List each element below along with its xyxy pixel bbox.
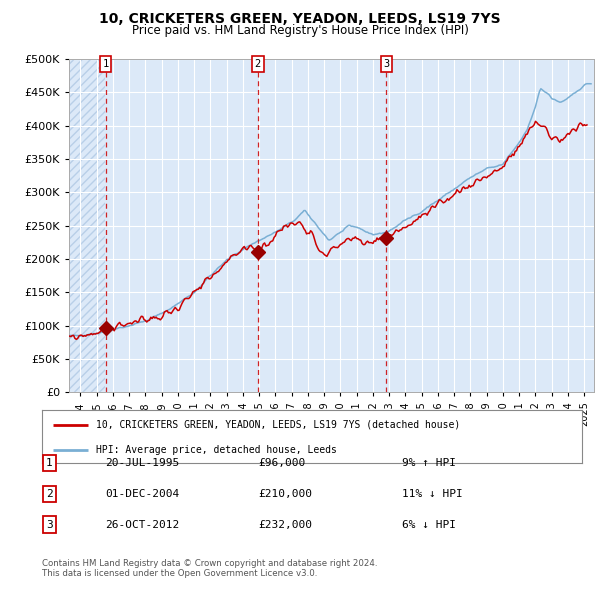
Text: 2: 2 xyxy=(46,489,53,499)
Text: 1: 1 xyxy=(46,458,53,468)
Text: Contains HM Land Registry data © Crown copyright and database right 2024.
This d: Contains HM Land Registry data © Crown c… xyxy=(42,559,377,578)
Text: 11% ↓ HPI: 11% ↓ HPI xyxy=(402,489,463,499)
Text: 20-JUL-1995: 20-JUL-1995 xyxy=(105,458,179,468)
Bar xyxy=(69,59,105,392)
Text: 01-DEC-2004: 01-DEC-2004 xyxy=(105,489,179,499)
Text: 2: 2 xyxy=(255,59,261,69)
Text: 3: 3 xyxy=(46,520,53,529)
Text: £210,000: £210,000 xyxy=(258,489,312,499)
Text: 3: 3 xyxy=(383,59,389,69)
Text: £232,000: £232,000 xyxy=(258,520,312,529)
Text: 26-OCT-2012: 26-OCT-2012 xyxy=(105,520,179,529)
Text: 6% ↓ HPI: 6% ↓ HPI xyxy=(402,520,456,529)
Text: £96,000: £96,000 xyxy=(258,458,305,468)
Text: 10, CRICKETERS GREEN, YEADON, LEEDS, LS19 7YS: 10, CRICKETERS GREEN, YEADON, LEEDS, LS1… xyxy=(99,12,501,26)
Text: HPI: Average price, detached house, Leeds: HPI: Average price, detached house, Leed… xyxy=(96,445,337,455)
Text: 9% ↑ HPI: 9% ↑ HPI xyxy=(402,458,456,468)
Text: Price paid vs. HM Land Registry's House Price Index (HPI): Price paid vs. HM Land Registry's House … xyxy=(131,24,469,37)
Text: 10, CRICKETERS GREEN, YEADON, LEEDS, LS19 7YS (detached house): 10, CRICKETERS GREEN, YEADON, LEEDS, LS1… xyxy=(96,420,460,430)
Bar xyxy=(69,59,105,392)
Text: 1: 1 xyxy=(103,59,109,69)
